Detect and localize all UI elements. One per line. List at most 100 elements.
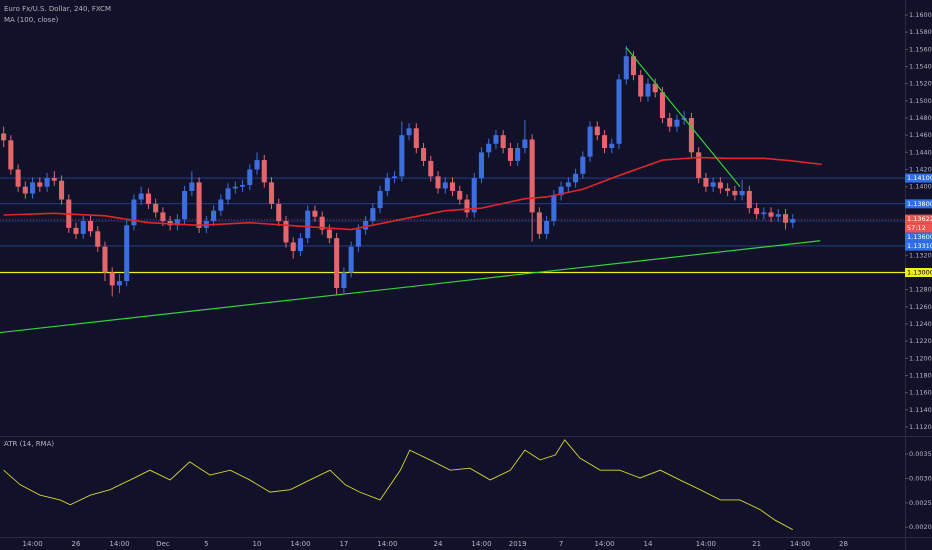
y-tick-label: 1.14200	[909, 166, 932, 174]
candle-body	[435, 176, 441, 189]
candle-body	[319, 216, 325, 230]
price-tag-label: 1.14100	[907, 174, 932, 182]
x-tick-label: 14:00	[696, 540, 716, 548]
candle-body	[116, 281, 122, 286]
price-tag-label: 1.13310	[907, 242, 932, 250]
y-tick-label: 0.0030	[909, 474, 932, 482]
y-tick-label: 1.13200	[909, 251, 932, 259]
candle-body	[428, 160, 434, 177]
x-tick-label: 2019	[509, 540, 527, 548]
x-tick-label: 7	[559, 540, 563, 548]
y-tick-label: 1.11800	[909, 371, 932, 379]
candle-body	[471, 178, 477, 213]
candle-body	[399, 135, 405, 177]
atr-line	[3, 439, 793, 531]
candle-body	[768, 212, 774, 217]
candle-body	[1, 133, 7, 141]
price-tag-label: 1.13600	[907, 233, 932, 241]
candle-body	[196, 182, 202, 228]
x-tick-label: 14	[644, 540, 653, 548]
candle-body	[283, 221, 289, 243]
y-tick-label: 1.14800	[909, 114, 932, 122]
x-tick-label: 28	[839, 540, 848, 548]
candle-body	[565, 182, 571, 187]
candle-body	[290, 242, 296, 252]
candle-body	[602, 135, 608, 149]
candle-body	[616, 79, 622, 144]
candle-body	[15, 169, 21, 187]
candle-body	[725, 188, 731, 191]
candle-body	[232, 186, 238, 189]
candle-body	[536, 212, 542, 234]
price-tag-label: 1.13800	[907, 200, 932, 208]
candle-body	[268, 182, 275, 204]
candle-body	[22, 186, 28, 194]
candle-body	[558, 186, 564, 196]
y-tick-label: 0.0020	[909, 523, 932, 531]
candle-body	[645, 83, 651, 97]
y-tick-label: 1.11400	[909, 406, 932, 414]
candle-body	[59, 180, 65, 200]
candle-body	[138, 193, 144, 200]
y-tick-label: 1.15800	[909, 28, 932, 36]
candle-body	[30, 182, 36, 194]
candle-body	[746, 190, 752, 209]
candle-body	[710, 182, 716, 187]
candle-body	[189, 182, 195, 191]
candle-body	[225, 188, 231, 200]
price-tag	[905, 232, 932, 242]
x-tick-label: 5	[204, 540, 208, 548]
candle-body	[124, 225, 130, 282]
candle-body	[348, 246, 354, 273]
price-tag	[905, 199, 932, 209]
y-tick-label: 1.12000	[909, 354, 932, 362]
candle-body	[486, 143, 492, 153]
candle-body	[442, 182, 448, 189]
y-tick-label: 1.14600	[909, 131, 932, 139]
candle-body	[522, 139, 528, 149]
candle-body	[131, 199, 137, 226]
candle-body	[674, 119, 680, 127]
candle-body	[44, 178, 50, 187]
x-tick-label: 21	[752, 540, 761, 548]
candle-body	[609, 143, 615, 149]
atr-label: ATR (14, RMA)	[4, 440, 54, 448]
candle-body	[493, 135, 499, 144]
trendline	[625, 47, 741, 188]
y-tick-label: 1.15600	[909, 45, 932, 53]
candle-body	[754, 208, 760, 215]
candle-body	[95, 231, 101, 247]
candle-body	[775, 214, 781, 217]
candle-body	[37, 182, 43, 187]
candle-body	[500, 135, 506, 149]
candle-body	[377, 190, 383, 209]
x-tick-label: 10	[253, 540, 262, 548]
candle-body	[160, 212, 166, 222]
candle-body	[211, 210, 217, 222]
y-tick-label: 1.12200	[909, 337, 932, 345]
y-tick-label: 1.11200	[909, 423, 932, 431]
candle-body	[623, 56, 629, 80]
candle-body	[218, 199, 224, 211]
candle-body	[297, 238, 303, 252]
x-tick-label: 14:00	[790, 540, 810, 548]
candle-body	[370, 208, 376, 222]
candle-body	[696, 152, 702, 179]
candle-body	[51, 178, 57, 181]
candle-body	[507, 148, 513, 161]
chart-title: Euro Fx/U.S. Dollar, 240, FXCM	[4, 5, 111, 13]
y-tick-label: 1.15200	[909, 80, 932, 88]
y-tick-label: 0.0035	[909, 450, 932, 458]
price-tag	[905, 268, 932, 277]
candle-body	[594, 126, 600, 136]
price-tag-label: 1.13622	[907, 215, 932, 223]
candle-body	[8, 140, 14, 170]
x-tick-label: Dec	[156, 540, 170, 548]
candle-body	[145, 193, 151, 204]
candle-body	[261, 160, 267, 183]
candle-body	[790, 219, 796, 223]
candle-body	[478, 152, 484, 179]
y-tick-label: 1.16000	[909, 11, 932, 19]
y-tick-label: 1.12400	[909, 320, 932, 328]
candle-body	[392, 176, 398, 179]
